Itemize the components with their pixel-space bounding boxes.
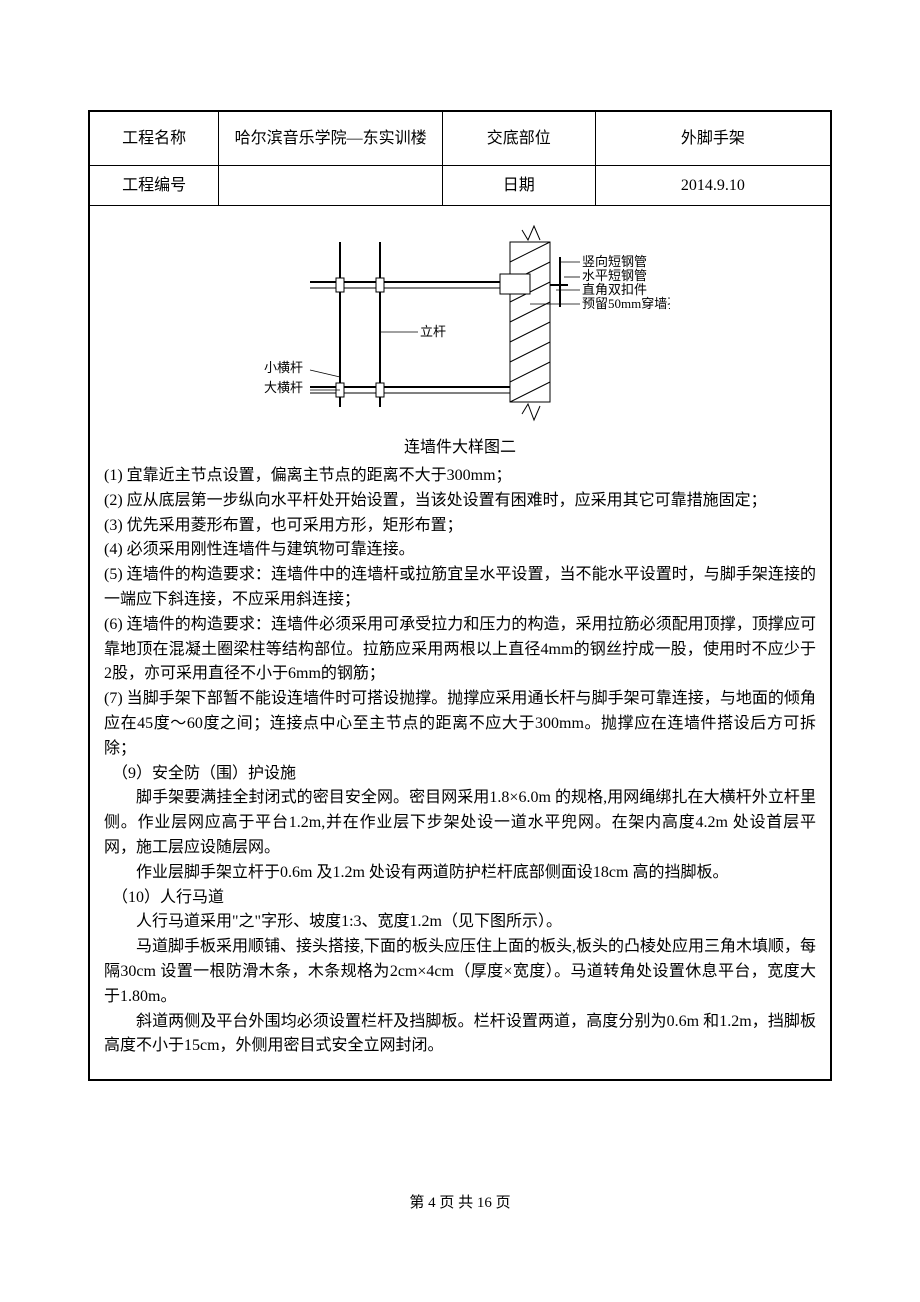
- hdr-r2-c1: 工程编号: [90, 166, 219, 206]
- content-cell: 立杆 小横杆 大横杆 竖向短钢管 水平短钢管 直角双扣件 预留50mm穿墙孔 连…: [90, 206, 831, 1080]
- section-10-p3: 斜道两侧及平台外围均必须设置栏杆及挡脚板。栏杆设置两道，高度分别为0.6m 和1…: [104, 1010, 816, 1060]
- section-9: （9）安全防（围）护设施: [104, 762, 816, 787]
- hdr-r1-c1: 工程名称: [90, 112, 219, 166]
- lbl-dhg: 大横杆: [264, 380, 303, 395]
- section-10-p2: 马道脚手板采用顺铺、接头搭接,下面的板头应压住上面的板头,板头的凸棱处应用三角木…: [104, 935, 816, 1009]
- section-9-p2: 作业层脚手架立杆于0.6m 及1.2m 处设有两道防护栏杆底部侧面设18cm 高…: [104, 861, 816, 886]
- lbl-zjsk: 直角双扣件: [582, 282, 647, 297]
- lbl-xhg: 小横杆: [264, 360, 303, 375]
- diagram-caption: 连墙件大样图二: [94, 436, 826, 460]
- body-text: (1) 宜靠近主节点设置，偏离主节点的距离不大于300mm； (2) 应从底层第…: [94, 464, 826, 1073]
- diagram-container: 立杆 小横杆 大横杆 竖向短钢管 水平短钢管 直角双扣件 预留50mm穿墙孔: [94, 212, 826, 434]
- document-frame: 工程名称 哈尔滨音乐学院—东实训楼 交底部位 外脚手架 工程编号 日期 2014…: [88, 110, 832, 1081]
- para-7: (7) 当脚手架下部暂不能设连墙件时可搭设抛撑。抛撑应采用通长杆与脚手架可靠连接…: [104, 687, 816, 761]
- wall-tie-diagram: 立杆 小横杆 大横杆 竖向短钢管 水平短钢管 直角双扣件 预留50mm穿墙孔: [250, 222, 670, 422]
- para-6: (6) 连墙件的构造要求：连墙件必须采用可承受拉力和压力的构造，采用拉筋必须配用…: [104, 613, 816, 687]
- hdr-r1-c3: 交底部位: [442, 112, 595, 166]
- hdr-r2-c3: 日期: [442, 166, 595, 206]
- hdr-r1-c4: 外脚手架: [595, 112, 830, 166]
- para-5: (5) 连墙件的构造要求：连墙件中的连墙杆或拉筋宜呈水平设置，当不能水平设置时，…: [104, 563, 816, 613]
- section-9-p1: 脚手架要满挂全封闭式的密目安全网。密目网采用1.8×6.0m 的规格,用网绳绑扎…: [104, 786, 816, 860]
- lbl-spdg: 水平短钢管: [582, 268, 647, 283]
- lbl-ligan: 立杆: [420, 324, 446, 339]
- hdr-r1-c2: 哈尔滨音乐学院—东实训楼: [219, 112, 442, 166]
- lbl-sxdg: 竖向短钢管: [582, 254, 647, 269]
- page-footer: 第 4 页 共 16 页: [88, 1191, 832, 1212]
- section-10: （10）人行马道: [104, 886, 816, 911]
- para-3: (3) 优先采用菱形布置，也可采用方形，矩形布置；: [104, 514, 816, 539]
- hdr-r2-c2: [219, 166, 442, 206]
- para-2: (2) 应从底层第一步纵向水平杆处开始设置，当该处设置有困难时，应采用其它可靠措…: [104, 489, 816, 514]
- lbl-ylck: 预留50mm穿墙孔: [582, 296, 670, 311]
- para-4: (4) 必须采用刚性连墙件与建筑物可靠连接。: [104, 538, 816, 563]
- header-table: 工程名称 哈尔滨音乐学院—东实训楼 交底部位 外脚手架 工程编号 日期 2014…: [89, 111, 831, 1080]
- para-1: (1) 宜靠近主节点设置，偏离主节点的距离不大于300mm；: [104, 464, 816, 489]
- hdr-r2-c4: 2014.9.10: [595, 166, 830, 206]
- section-10-p1: 人行马道采用"之"字形、坡度1:3、宽度1.2m（见下图所示）。: [104, 910, 816, 935]
